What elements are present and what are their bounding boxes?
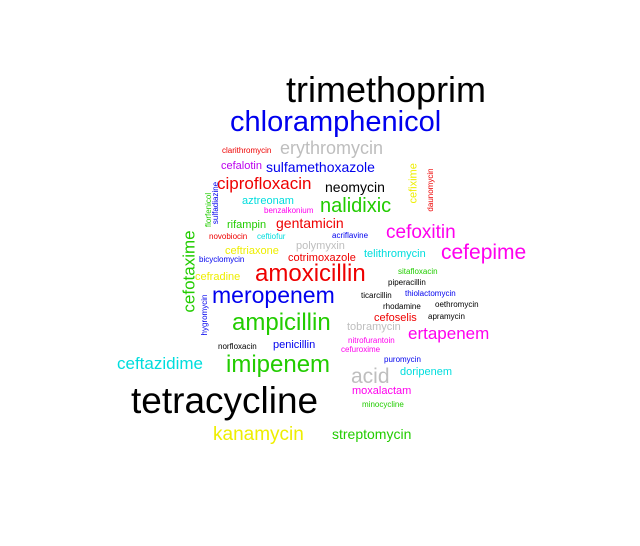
word-ceftiofur: ceftiofur	[257, 232, 286, 241]
word-acid: acid	[351, 365, 390, 388]
word-polymyxin: polymyxin	[296, 240, 345, 252]
word-apramycin: apramycin	[428, 312, 465, 321]
word-rifampin: rifampin	[227, 219, 267, 231]
word-tetracycline: tetracycline	[131, 380, 319, 421]
word-amoxicillin: amoxicillin	[255, 260, 366, 287]
word-ampicillin: ampicillin	[232, 309, 331, 336]
word-cefoselis: cefoselis	[374, 312, 417, 324]
word-cefixime: cefixime	[407, 163, 420, 204]
word-telithromycin: telithromycin	[364, 248, 426, 260]
word-imipenem: imipenem	[226, 351, 331, 378]
word-cefepime: cefepime	[441, 241, 527, 264]
word-rhodamine: rhodamine	[383, 302, 421, 311]
word-erythromycin: erythromycin	[280, 138, 384, 158]
word-trimethoprim: trimethoprim	[286, 69, 487, 110]
word-norfloxacin: norfloxacin	[218, 342, 257, 351]
word-chloramphenicol: chloramphenicol	[230, 106, 442, 138]
word-ertapenem: ertapenem	[408, 324, 490, 343]
word-moxalactam: moxalactam	[352, 385, 412, 397]
word-kanamycin: kanamycin	[213, 424, 304, 445]
word-nitrofurantoin: nitrofurantoin	[348, 336, 395, 345]
word-oethromycin: oethromycin	[435, 300, 479, 309]
word-minocycline: minocycline	[362, 400, 404, 409]
word-sulfadiazine: sulfadiazine	[211, 181, 220, 225]
word-benzalkonium: benzalkonium	[264, 206, 314, 215]
word-cefotaxime: cefotaxime	[179, 230, 199, 313]
word-tobramycin: tobramycin	[347, 321, 401, 333]
word-aztreonam: aztreonam	[242, 195, 294, 207]
word-ciprofloxacin: ciprofloxacin	[217, 174, 312, 193]
word-cefalotin: cefalotin	[221, 160, 262, 172]
word-cefradine: cefradine	[195, 271, 241, 283]
word-acriflavine: acriflavine	[332, 231, 369, 240]
word-neomycin: neomycin	[325, 179, 385, 195]
word-sitafloxacin: sitafloxacin	[398, 267, 438, 276]
word-meropenem: meropenem	[212, 282, 335, 308]
word-clarithromycin: clarithromycin	[222, 146, 272, 155]
word-piperacillin: piperacillin	[388, 278, 426, 287]
word-cefoxitin: cefoxitin	[386, 222, 456, 243]
word-hygromycin: hygromycin	[200, 294, 209, 336]
word-nalidixic: nalidixic	[320, 195, 392, 217]
word-gentamicin: gentamicin	[276, 215, 344, 231]
word-penicillin: penicillin	[273, 339, 316, 351]
word-cotrimoxazole: cotrimoxazole	[288, 252, 356, 264]
word-ceftriaxone: ceftriaxone	[225, 245, 279, 257]
word-novobiocin: novobiocin	[209, 232, 248, 241]
word-puromycin: puromycin	[384, 355, 421, 364]
word-thiolactomycin: thiolactomycin	[405, 289, 456, 298]
word-ticarcillin: ticarcillin	[361, 291, 392, 300]
word-streptomycin: streptomycin	[332, 426, 412, 442]
word-doripenem: doripenem	[400, 366, 452, 378]
word-ceftazidime: ceftazidime	[117, 354, 203, 373]
word-daunomycin: daunomycin	[426, 168, 435, 212]
word-cefuroxime: cefuroxime	[341, 345, 381, 354]
word-bicyclomycin: bicyclomycin	[199, 255, 245, 264]
word-sulfamethoxazole: sulfamethoxazole	[266, 159, 375, 175]
